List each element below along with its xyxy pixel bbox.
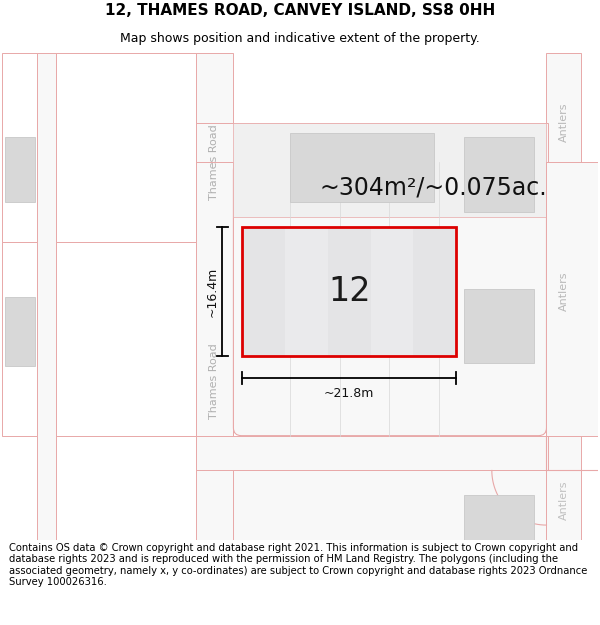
Text: ~21.8m: ~21.8m	[324, 388, 374, 401]
Bar	[233, 471, 547, 540]
Bar	[290, 132, 434, 202]
Bar	[371, 227, 413, 356]
Bar	[196, 436, 548, 471]
Bar	[464, 495, 533, 540]
Bar	[37, 53, 56, 540]
Bar	[285, 227, 328, 356]
Bar	[2, 53, 37, 242]
Bar	[464, 138, 533, 212]
Bar	[5, 138, 35, 202]
Text: Contains OS data © Crown copyright and database right 2021. This information is : Contains OS data © Crown copyright and d…	[9, 542, 587, 588]
Text: Map shows position and indicative extent of the property.: Map shows position and indicative extent…	[120, 32, 480, 44]
Bar	[56, 242, 196, 436]
Bar	[196, 122, 548, 162]
Bar	[56, 53, 196, 242]
Text: 12, THAMES ROAD, CANVEY ISLAND, SS8 0HH: 12, THAMES ROAD, CANVEY ISLAND, SS8 0HH	[105, 3, 495, 18]
Bar	[328, 227, 371, 356]
Text: Antlers: Antlers	[559, 103, 569, 142]
Text: 12: 12	[328, 275, 371, 308]
Bar	[233, 122, 547, 217]
FancyBboxPatch shape	[233, 162, 547, 436]
Bar	[547, 53, 581, 540]
Text: Antlers: Antlers	[559, 272, 569, 311]
Bar	[547, 162, 598, 436]
Text: ~304m²/~0.075ac.: ~304m²/~0.075ac.	[320, 175, 548, 199]
Text: Thames Road: Thames Road	[209, 124, 218, 200]
Bar	[242, 227, 285, 356]
Bar	[413, 227, 456, 356]
Bar	[5, 296, 35, 366]
Text: ~16.4m: ~16.4m	[206, 266, 219, 317]
Bar	[242, 227, 456, 356]
Bar	[196, 53, 233, 540]
Text: Thames Road: Thames Road	[209, 343, 218, 419]
Text: Antlers: Antlers	[559, 481, 569, 520]
Bar	[464, 289, 533, 363]
Bar	[2, 242, 37, 436]
